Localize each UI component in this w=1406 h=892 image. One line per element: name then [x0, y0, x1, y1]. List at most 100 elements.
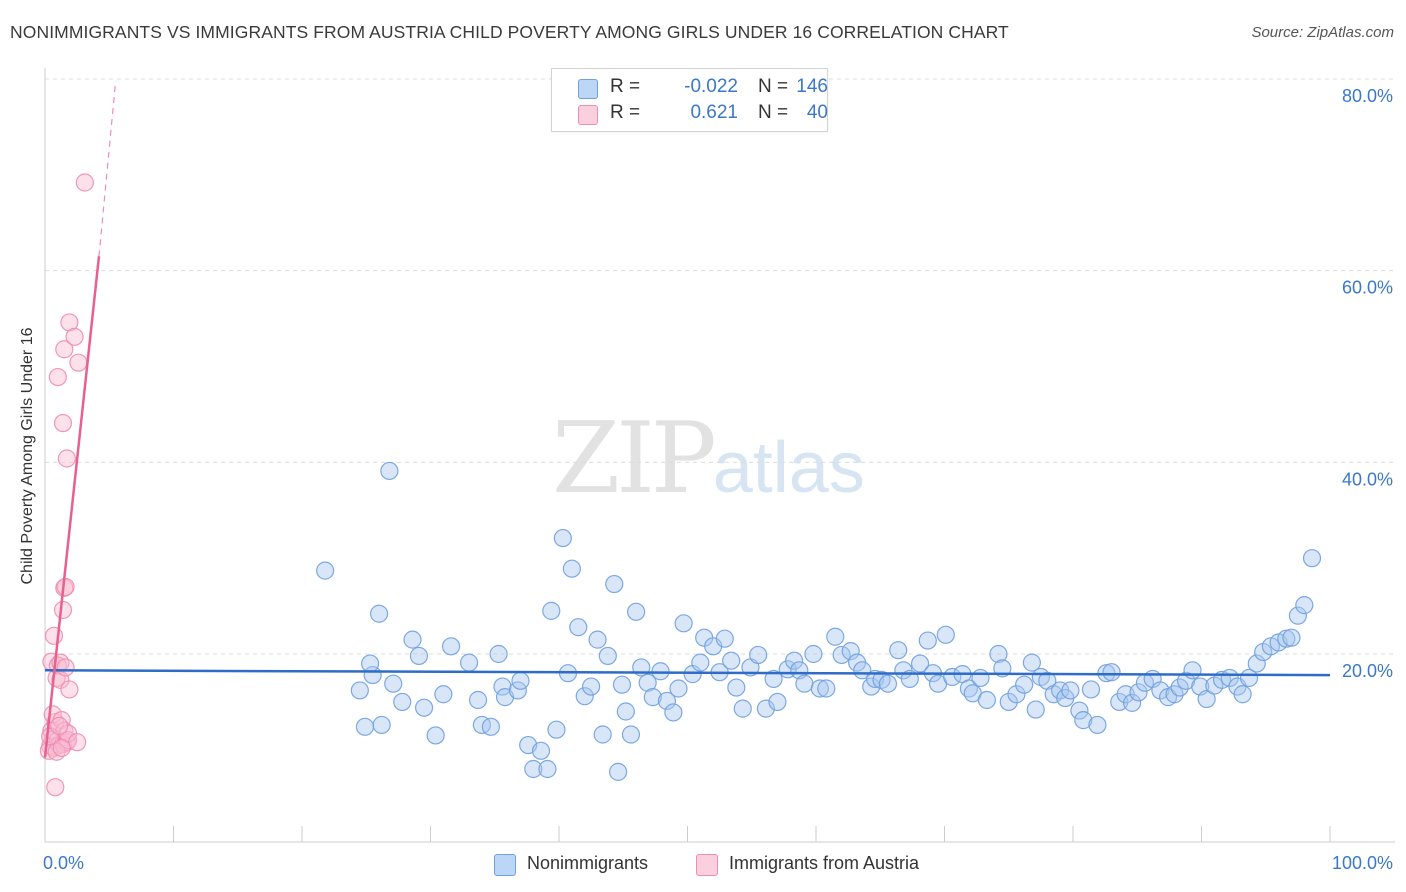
- nonimmigrant-point: [539, 761, 556, 778]
- nonimmigrant-point: [1103, 664, 1120, 681]
- nonimmigrant-point: [490, 646, 507, 663]
- nonimmigrant-point: [554, 530, 571, 547]
- nonimmigrant-point: [1016, 676, 1033, 693]
- y-tick-label: 60.0%: [1342, 278, 1393, 298]
- bottom-legend-label-nonimmigrants: Nonimmigrants: [527, 853, 648, 874]
- legend-r-value: 0.621: [646, 102, 738, 124]
- gridlines: [45, 79, 1395, 654]
- nonimmigrant-point: [978, 692, 995, 709]
- nonimmigrant-point: [728, 679, 745, 696]
- x-tick-label-max: 100.0%: [1332, 853, 1393, 873]
- nonimmigrant-point: [652, 663, 669, 680]
- correlation-legend: R = -0.022 N = 146 R = 0.621 N = 40: [551, 68, 828, 132]
- immigrant-point: [58, 450, 75, 467]
- nonimmigrant-point: [628, 603, 645, 620]
- nonimmigrant-point: [371, 605, 388, 622]
- nonimmigrant-point: [351, 682, 368, 699]
- nonimmigrant-point: [716, 630, 733, 647]
- legend-r-label: R =: [610, 76, 640, 98]
- nonimmigrant-point: [362, 655, 379, 672]
- nonimmigrant-point: [570, 619, 587, 636]
- nonimmigrant-point: [769, 693, 786, 710]
- nonimmigrant-point: [734, 700, 751, 717]
- nonimmigrant-point: [827, 628, 844, 645]
- nonimmigrant-point: [1082, 681, 1099, 698]
- nonimmigrant-point: [385, 675, 402, 692]
- legend-n-label: N =: [758, 102, 788, 124]
- immigrant-point: [51, 717, 68, 734]
- y-tick-label: 40.0%: [1342, 469, 1393, 489]
- nonimmigrant-point: [599, 647, 616, 664]
- nonimmigrant-point: [461, 654, 478, 671]
- nonimmigrant-point: [427, 727, 444, 744]
- immigrant-point: [61, 681, 78, 698]
- nonimmigrant-point: [410, 647, 427, 664]
- nonimmigrant-point: [317, 562, 334, 579]
- trend-lines: [45, 81, 1330, 758]
- x-tick-label-min: 0.0%: [43, 853, 84, 873]
- bottom-legend-swatch-nonimmigrants: [494, 854, 516, 876]
- immigrant-point: [69, 734, 86, 751]
- nonimmigrant-point: [356, 718, 373, 735]
- nonimmigrant-point: [1062, 682, 1079, 699]
- nonimmigrant-point: [1027, 701, 1044, 718]
- bottom-legend-label-immigrants: Immigrants from Austria: [729, 853, 919, 874]
- nonimmigrant-point: [665, 704, 682, 721]
- nonimmigrant-point: [675, 615, 692, 632]
- legend-n-value: 40: [790, 102, 828, 124]
- nonimmigrant-point: [512, 672, 529, 689]
- nonimmigrant-point: [443, 638, 460, 655]
- legend-r-label: R =: [610, 102, 640, 124]
- nonimmigrant-point: [972, 669, 989, 686]
- nonimmigrant-point: [805, 646, 822, 663]
- axes: [45, 68, 1395, 842]
- immigrant-point: [49, 369, 66, 386]
- nonimmigrant-point: [610, 763, 627, 780]
- legend-n-label: N =: [758, 76, 788, 98]
- nonimmigrant-point: [416, 699, 433, 716]
- nonimmigrant-point: [613, 676, 630, 693]
- nonimmigrant-point: [622, 726, 639, 743]
- nonimmigrants-points: [317, 462, 1321, 780]
- nonimmigrant-point: [548, 721, 565, 738]
- nonimmigrant-point: [470, 692, 487, 709]
- nonimmigrant-point: [723, 652, 740, 669]
- nonimmigrant-point: [435, 686, 452, 703]
- nonimmigrant-point: [482, 718, 499, 735]
- nonimmigrant-point: [670, 680, 687, 697]
- immigrants-trend-extension: [99, 81, 116, 256]
- y-tick-label: 80.0%: [1342, 86, 1393, 106]
- legend-n-value: 146: [790, 76, 828, 98]
- immigrant-point: [54, 415, 71, 432]
- nonimmigrant-point: [1089, 716, 1106, 733]
- immigrant-point: [66, 328, 83, 345]
- y-tick-label: 20.0%: [1342, 661, 1393, 681]
- legend-r-value: -0.022: [646, 76, 738, 98]
- nonimmigrant-point: [1184, 662, 1201, 679]
- legend-swatch-immigrants: [578, 105, 598, 125]
- nonimmigrant-point: [583, 678, 600, 695]
- nonimmigrant-point: [1296, 597, 1313, 614]
- nonimmigrant-point: [404, 631, 421, 648]
- nonimmigrant-point: [373, 716, 390, 733]
- immigrant-point: [70, 354, 87, 371]
- bottom-legend-immigrants: Immigrants from Austria: [696, 852, 966, 876]
- immigrant-point: [76, 174, 93, 191]
- tick-labels: 20.0% 40.0% 60.0% 80.0% 0.0% 100.0%: [43, 86, 1393, 873]
- nonimmigrant-point: [589, 631, 606, 648]
- nonimmigrant-point: [796, 675, 813, 692]
- immigrant-point: [57, 578, 74, 595]
- bottom-legend-nonimmigrants: Nonimmigrants: [494, 852, 684, 876]
- immigrant-point: [54, 601, 71, 618]
- nonimmigrant-point: [394, 693, 411, 710]
- nonimmigrant-point: [750, 646, 767, 663]
- nonimmigrant-point: [919, 632, 936, 649]
- nonimmigrant-point: [1283, 629, 1300, 646]
- legend-swatch-nonimmigrants: [578, 79, 598, 99]
- nonimmigrant-point: [606, 576, 623, 593]
- nonimmigrant-point: [563, 560, 580, 577]
- immigrant-point: [47, 779, 64, 796]
- immigrant-point: [53, 739, 70, 756]
- immigrants-points: [40, 174, 93, 796]
- nonimmigrant-point: [1304, 550, 1321, 567]
